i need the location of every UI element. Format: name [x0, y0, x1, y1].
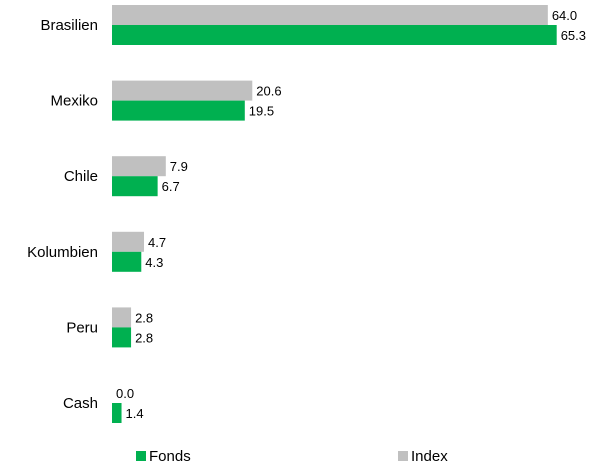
bar-index-chile — [112, 156, 166, 177]
value-label-fonds-mexiko: 19.5 — [249, 104, 274, 119]
value-label-fonds-chile: 6.7 — [162, 179, 180, 194]
value-label-index-cash: 0.0 — [116, 386, 134, 401]
bar-index-kolumbien — [112, 231, 145, 252]
legend-label-fonds: Fonds — [149, 448, 191, 463]
value-label-index-brasilien: 64.0 — [552, 8, 577, 23]
value-label-fonds-kolumbien: 4.3 — [145, 255, 163, 270]
value-label-fonds-cash: 1.4 — [126, 406, 144, 421]
bar-fonds-kolumbien — [112, 251, 142, 272]
bar-index-peru — [112, 307, 132, 328]
legend-label-index: Index — [411, 448, 448, 463]
bar-fonds-cash — [112, 403, 122, 423]
category-label-brasilien: Brasilien — [40, 17, 98, 34]
category-label-mexiko: Mexiko — [50, 93, 98, 110]
bar-index-brasilien — [112, 5, 548, 25]
bar-fonds-brasilien — [112, 25, 557, 45]
category-label-kolumbien: Kolumbien — [27, 244, 98, 261]
value-label-fonds-peru: 2.8 — [135, 330, 153, 345]
value-labels: 64.0 65.3 20.6 19.5 7.9 6.7 4.7 4.3 2.8 2.8 0.0 1.4 — [116, 8, 586, 421]
bar-fonds-peru — [112, 327, 132, 348]
value-label-index-chile: 7.9 — [170, 159, 188, 174]
legend-swatch-fonds — [136, 451, 146, 461]
bar-index-mexiko — [112, 80, 253, 101]
category-label-peru: Peru — [66, 319, 98, 336]
value-label-index-kolumbien: 4.7 — [148, 235, 166, 250]
legend-swatch-index — [398, 451, 408, 461]
bar-fonds-chile — [112, 176, 158, 197]
value-label-index-peru: 2.8 — [135, 310, 153, 325]
value-label-index-mexiko: 20.6 — [256, 84, 281, 99]
category-labels: Brasilien Mexiko Chile Kolumbien Peru Cash — [27, 17, 98, 412]
bars — [112, 5, 557, 423]
category-label-cash: Cash — [63, 395, 98, 412]
value-label-fonds-brasilien: 65.3 — [561, 28, 586, 43]
bar-fonds-mexiko — [112, 100, 245, 121]
legend: Fonds Index — [136, 448, 448, 463]
category-label-chile: Chile — [64, 168, 98, 185]
